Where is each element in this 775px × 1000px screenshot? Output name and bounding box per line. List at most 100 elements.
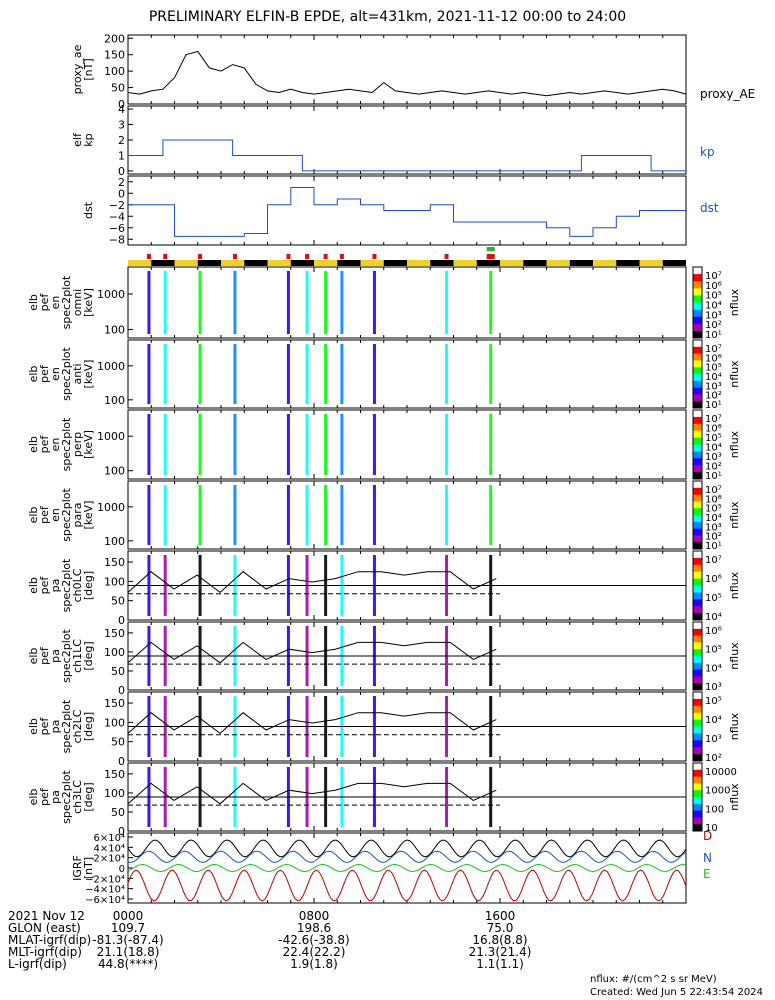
colorbar-cell	[693, 714, 702, 717]
colorbar-cell	[693, 498, 702, 501]
panel-9-ylabel-4: ch2LC	[71, 709, 84, 743]
colorbar-cell	[693, 268, 702, 272]
colorbar-tick-label: 10³	[705, 381, 722, 392]
ytick-label: 50	[111, 736, 125, 749]
colorbar-cell	[693, 592, 702, 595]
colorbar-cell	[693, 669, 702, 672]
colorbar-cell	[693, 284, 702, 288]
loss-cone-line	[127, 641, 497, 664]
ytick-label: 1000	[97, 430, 125, 443]
colorbar-tick-label: 10³	[705, 682, 722, 693]
panel-6-ylabel-0: elb	[27, 507, 40, 524]
colorbar-cell	[693, 800, 702, 803]
colorbar-cell	[693, 470, 702, 473]
xinfo-row-label: GLON (east)	[8, 921, 81, 935]
chart-title: PRELIMINARY ELFIN-B EPDE, alt=431km, 202…	[148, 9, 627, 25]
colorbar-cell	[693, 291, 702, 295]
colorbar-cell	[693, 644, 702, 647]
colorbar-cell	[693, 740, 702, 743]
created-timestamp: Created: Wed Jun 5 22:43:54 2024	[590, 987, 763, 998]
colorbar-cell	[693, 824, 702, 827]
colorbar-cell	[693, 743, 702, 746]
spectrogram-pass-stripe	[286, 485, 290, 545]
colorbar-cell	[693, 678, 702, 681]
colorbar-cell	[693, 786, 702, 789]
panel-7-ylabel-0: elb	[27, 577, 40, 594]
science-zone-marker	[305, 254, 310, 259]
colorbar-cell	[693, 384, 702, 387]
colorbar-cell	[693, 614, 702, 618]
kp-series-label: kp	[700, 145, 715, 159]
colorbar-cell	[693, 325, 702, 328]
colorbar-cell	[693, 578, 702, 581]
colorbar-cell	[693, 430, 702, 433]
xinfo-value: 44.8(****)	[98, 957, 158, 971]
colorbar-cell	[693, 491, 702, 494]
colorbar-tick-label: 10³	[705, 310, 722, 321]
spectrogram-pass-stripe	[147, 344, 151, 404]
colorbar-label: nflux	[728, 501, 741, 529]
colorbar-cell	[693, 639, 702, 642]
colorbar-cell	[693, 712, 702, 715]
colorbar-cell	[693, 607, 702, 611]
spectrogram-pass-stripe	[340, 271, 344, 334]
spectrogram-pass-stripe	[340, 485, 344, 545]
colorbar-cell	[693, 588, 702, 592]
colorbar-cell	[693, 286, 702, 289]
ytick-label: −4×10⁴	[85, 885, 125, 896]
colorbar-cell	[693, 307, 702, 311]
panel-8-ylabel-2: pa	[49, 649, 62, 663]
panel-9-ylabel-0: elb	[27, 718, 40, 735]
colorbar-cell	[693, 513, 702, 516]
colorbar-cell	[693, 692, 702, 695]
panel-9-ylabel-1: pef	[38, 717, 51, 736]
spectrogram-pass-stripe	[372, 414, 376, 475]
orbit-status-segment	[616, 260, 640, 266]
colorbar-tick-label: 10⁵	[705, 645, 722, 656]
colorbar-cell	[693, 650, 702, 654]
colorbar-frame	[692, 762, 703, 832]
panel-0-ylabel-0: proxy_ae	[71, 44, 84, 94]
panel-4-ylabel-2: en	[49, 367, 62, 381]
colorbar-cell	[693, 628, 702, 631]
colorbar-cell	[693, 270, 702, 273]
colorbar-tick-label: 10⁷	[705, 271, 722, 282]
panel-spectrogram-0-frame	[127, 266, 687, 339]
colorbar-cell	[693, 520, 702, 523]
colorbar-cell	[693, 754, 702, 757]
panel-11-ylabel-1: [nT]	[82, 857, 95, 879]
orbit-status-segment	[197, 260, 221, 266]
panel-9-ylabel-3: spec2plot	[60, 699, 73, 753]
science-zone-marker	[198, 254, 203, 259]
colorbar-tick-label: 10³	[705, 452, 722, 463]
ytick-label: 150	[104, 768, 125, 781]
colorbar-cell	[693, 416, 702, 420]
colorbar-cell	[693, 472, 702, 475]
ytick-label: 150	[104, 556, 125, 569]
colorbar-cell	[693, 649, 702, 652]
orbit-status-segment	[476, 260, 500, 266]
loss-cone-line	[127, 782, 497, 805]
colorbar-cell	[693, 587, 702, 590]
colorbar-label: nflux	[728, 288, 741, 316]
spectrogram-pass-stripe	[163, 271, 167, 334]
xinfo-value: 16.8(8.8)	[472, 933, 527, 947]
colorbar-cell	[693, 523, 702, 526]
colorbar-tick-label: 10⁴	[705, 715, 722, 726]
colorbar-cell	[693, 336, 702, 339]
colorbar-cell	[693, 681, 702, 684]
colorbar-cell	[693, 693, 702, 696]
colorbar-cell	[693, 616, 702, 619]
spectrogram-pass-stripe	[324, 414, 328, 475]
science-zone-marker	[146, 254, 151, 259]
colorbar-cell	[693, 776, 702, 779]
orbit-status-segment	[174, 260, 198, 266]
colorbar-cell	[693, 288, 702, 291]
colorbar-cell	[693, 571, 702, 574]
ytick-label: 0	[118, 825, 125, 838]
colorbar-cell	[693, 819, 702, 822]
colorbar-cell	[693, 594, 702, 597]
loss-cone-line	[127, 712, 497, 735]
spectrogram-pass-stripe	[372, 271, 376, 334]
colorbar-cell	[693, 613, 702, 616]
